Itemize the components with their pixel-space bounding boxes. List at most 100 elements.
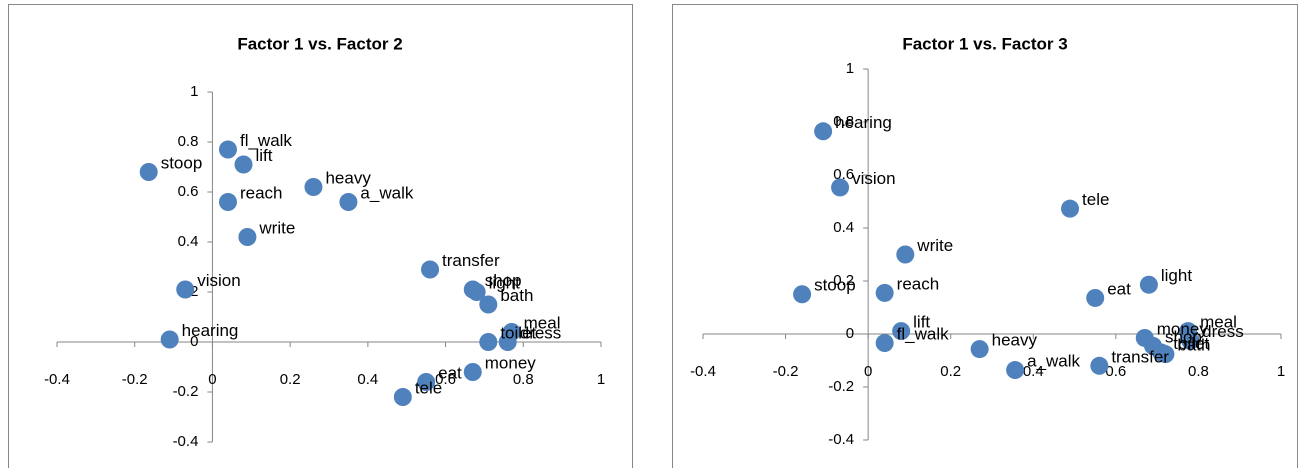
- point: [467, 283, 486, 301]
- y-tick-label: 1: [190, 83, 198, 100]
- data-label: tele: [1082, 190, 1109, 209]
- x-tick-label: 0: [864, 363, 872, 380]
- x-tick-label: 0.4: [1023, 363, 1044, 380]
- data-label: heavy: [992, 331, 1038, 350]
- x-tick-label: 0.8: [1188, 363, 1209, 380]
- data-label: meal: [524, 313, 561, 332]
- data-label: write: [258, 218, 295, 237]
- data-label: shop: [485, 271, 522, 290]
- point: [479, 333, 498, 351]
- point: [1006, 361, 1025, 380]
- y-tick-label: 1: [846, 60, 854, 77]
- x-tick-label: 0.2: [940, 363, 961, 380]
- point: [831, 178, 850, 197]
- point: [875, 283, 894, 302]
- panel-frame: [8, 4, 633, 473]
- data-label: a_walk: [360, 183, 413, 202]
- point: [339, 193, 358, 211]
- data-label: vision: [197, 271, 240, 290]
- y-tick-label: -0.4: [173, 433, 199, 450]
- data-label: tele: [415, 378, 442, 397]
- data-label: transfer: [1111, 347, 1169, 366]
- data-label: hearing: [182, 321, 239, 340]
- point: [463, 363, 482, 381]
- point: [160, 330, 179, 349]
- data-label: lift: [913, 313, 930, 332]
- y-tick-label: 0.2: [833, 272, 854, 289]
- data-label: lift: [256, 146, 273, 165]
- y-tick-label: 0.4: [833, 219, 854, 236]
- y-tick-label: 0.8: [178, 133, 199, 150]
- data-label: toilet: [500, 323, 536, 342]
- y-tick-label: 0.6: [178, 183, 199, 200]
- point: [139, 163, 158, 181]
- point: [793, 285, 812, 304]
- point: [421, 260, 440, 279]
- point: [176, 280, 195, 299]
- x-tick-label: -0.4: [690, 363, 716, 380]
- data-label: reach: [240, 183, 283, 202]
- point: [304, 178, 323, 196]
- point: [875, 334, 894, 353]
- data-label: shop: [1165, 327, 1202, 346]
- data-label: transfer: [442, 251, 500, 270]
- x-tick-label: 0: [208, 371, 216, 388]
- point: [896, 245, 915, 264]
- x-tick-label: -0.2: [122, 371, 148, 388]
- y-tick-label: 0.4: [178, 233, 199, 250]
- data-label: hearing: [835, 113, 892, 132]
- data-label: money: [485, 353, 537, 372]
- panel-frame: [672, 4, 1298, 473]
- point: [218, 193, 237, 211]
- point: [1090, 356, 1109, 375]
- point: [479, 295, 498, 314]
- x-tick-label: 1: [1277, 363, 1285, 380]
- point: [1181, 331, 1200, 350]
- chart-title: Factor 1 vs. Factor 3: [902, 34, 1067, 53]
- x-tick-label: 0.6: [1105, 363, 1126, 380]
- y-tick-label: -0.4: [828, 431, 854, 448]
- y-tick-label: -0.2: [173, 383, 199, 400]
- y-tick-label: 0: [846, 325, 854, 342]
- data-label: bath: [500, 286, 533, 305]
- data-label: heavy: [325, 168, 371, 187]
- data-label: reach: [897, 274, 940, 293]
- data-label: stoop: [814, 276, 856, 295]
- point: [498, 333, 517, 351]
- data-label: money: [1157, 319, 1209, 338]
- x-tick-label: 0.4: [357, 371, 378, 388]
- x-tick-label: 0.8: [513, 371, 534, 388]
- point: [814, 122, 833, 141]
- point: [892, 322, 911, 341]
- point: [1061, 199, 1080, 218]
- data-label: light: [489, 273, 520, 292]
- y-tick-label: 0: [190, 333, 198, 350]
- y-tick-label: -0.2: [828, 378, 854, 395]
- data-label: fl_walk: [897, 324, 949, 343]
- data-label: dress: [520, 323, 562, 342]
- data-label: a_walk: [1027, 352, 1080, 371]
- data-label: meal: [1200, 313, 1237, 332]
- point: [1152, 343, 1171, 362]
- data-label: vision: [852, 169, 895, 188]
- y-tick-label: 0.8: [833, 113, 854, 130]
- point: [970, 340, 989, 359]
- data-label: dress: [1202, 322, 1244, 341]
- x-tick-label: -0.2: [773, 363, 799, 380]
- data-label: write: [916, 236, 953, 255]
- data-label: bath: [1177, 336, 1210, 355]
- point: [417, 373, 436, 391]
- point: [393, 388, 412, 406]
- chart-title: Factor 1 vs. Factor 2: [237, 34, 402, 53]
- point: [234, 155, 253, 174]
- point: [1139, 275, 1158, 294]
- x-tick-label: 0.6: [435, 371, 456, 388]
- point: [1086, 288, 1105, 307]
- data-label: eat: [438, 363, 462, 382]
- x-tick-label: 1: [597, 371, 605, 388]
- point: [218, 140, 237, 159]
- x-tick-label: -0.4: [44, 371, 70, 388]
- point: [238, 228, 257, 246]
